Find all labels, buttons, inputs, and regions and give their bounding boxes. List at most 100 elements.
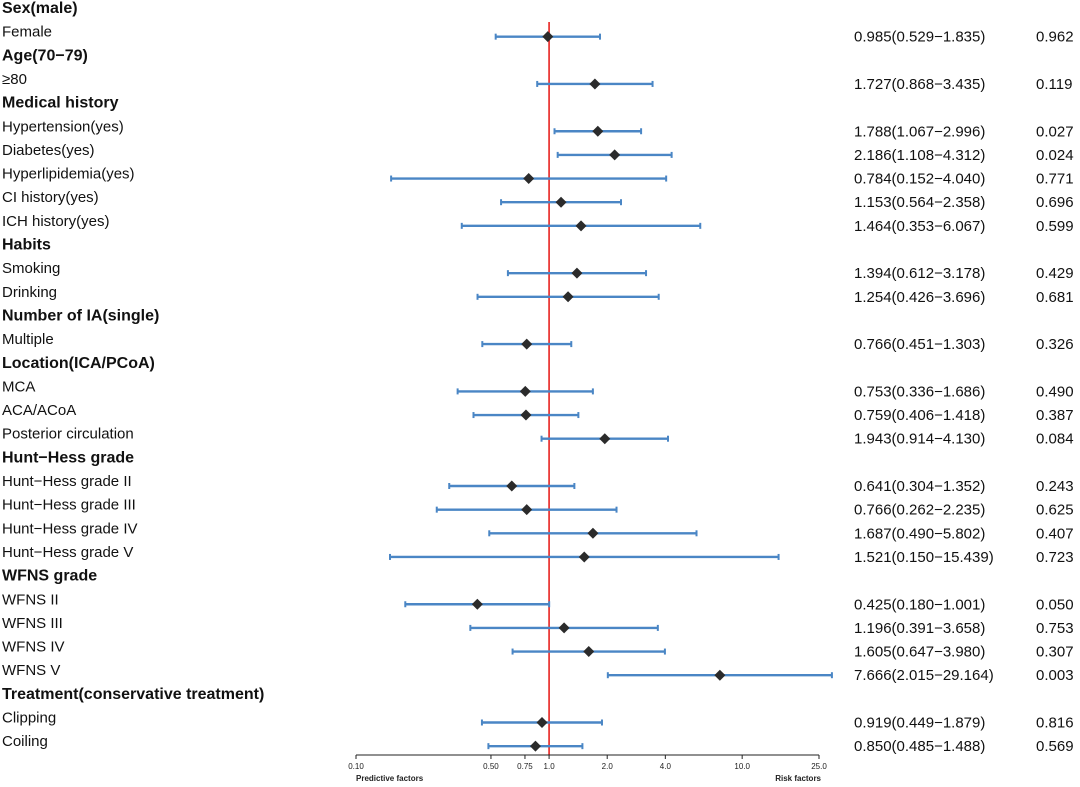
row-label: Coiling [2, 733, 48, 750]
x-tick-label: 25.0 [811, 762, 827, 771]
or-ci-text: 2.186(1.108−4.312) [854, 147, 985, 164]
p-value-text: 0.696 [1036, 194, 1074, 211]
p-value-text: 0.625 [1036, 502, 1074, 519]
point-estimate-diamond [558, 622, 570, 634]
or-ci-text: 1.521(0.150−15.439) [854, 549, 994, 566]
p-value-text: 0.024 [1036, 147, 1074, 164]
ci-mark [476, 291, 660, 303]
p-value-text: 0.429 [1036, 265, 1074, 282]
or-ci-text: 1.727(0.868−3.435) [854, 76, 985, 93]
point-estimate-diamond [542, 31, 554, 43]
point-estimate-diamond [471, 598, 483, 610]
ci-mark [556, 149, 673, 161]
ci-mark [469, 622, 659, 634]
p-value-text: 0.599 [1036, 218, 1074, 235]
row-label: Hyperlipidemia(yes) [2, 166, 135, 183]
p-value-text: 0.387 [1036, 407, 1074, 424]
ci-mark [488, 527, 698, 539]
point-estimate-diamond [571, 267, 583, 279]
p-value-text: 0.119 [1036, 76, 1072, 93]
point-estimate-diamond [587, 527, 599, 539]
p-value-text: 0.490 [1036, 383, 1074, 400]
or-ci-text: 1.788(1.067−2.996) [854, 123, 985, 140]
x-tick-label: 0.50 [483, 762, 499, 771]
group-header: Treatment(conservative treatment) [2, 686, 264, 703]
group-header: Sex(male) [2, 0, 78, 17]
row-label: Female [2, 24, 52, 41]
row-label: ≥80 [2, 71, 27, 88]
point-estimate-diamond [583, 646, 595, 658]
group-header: Age(70−79) [2, 47, 88, 64]
ci-mark [456, 385, 594, 397]
p-value-text: 0.307 [1036, 644, 1074, 661]
group-header: Location(ICA/PCoA) [2, 355, 155, 372]
marks-layer [389, 22, 833, 755]
point-estimate-diamond [506, 480, 518, 492]
rows-layer: Sex(male) Female 0.985(0.529−1.835) 0.962 Ag… [2, 0, 1074, 755]
group-header: WFNS grade [2, 568, 97, 585]
or-ci-text: 1.687(0.490−5.802) [854, 525, 985, 542]
ci-mark [500, 196, 623, 208]
p-value-text: 0.050 [1036, 596, 1074, 613]
or-ci-text: 1.943(0.914−4.130) [854, 431, 985, 448]
ci-mark [494, 31, 601, 43]
point-estimate-diamond [575, 220, 587, 232]
point-estimate-diamond [520, 409, 532, 421]
or-ci-text: 1.254(0.426−3.696) [854, 289, 985, 306]
x-tick-label: 2.0 [602, 762, 614, 771]
p-value-text: 0.753 [1036, 620, 1074, 637]
ci-mark [390, 173, 668, 185]
x-label-left: Predictive factors [356, 774, 424, 783]
row-label: Hunt−Hess grade V [2, 544, 133, 561]
point-estimate-diamond [523, 173, 535, 185]
point-estimate-diamond [609, 149, 621, 161]
point-estimate-diamond [536, 717, 548, 728]
ci-mark [404, 598, 551, 610]
point-estimate-diamond [589, 78, 601, 90]
point-estimate-diamond [555, 196, 567, 208]
point-estimate-diamond [599, 433, 611, 445]
ci-mark [540, 433, 670, 445]
ci-mark [536, 78, 654, 90]
ci-mark [389, 551, 780, 563]
point-estimate-diamond [578, 551, 590, 563]
or-ci-text: 1.605(0.647−3.980) [854, 644, 985, 661]
or-ci-text: 1.153(0.564−2.358) [854, 194, 985, 211]
group-header: Hunt−Hess grade [2, 449, 134, 466]
p-value-text: 0.027 [1036, 123, 1074, 140]
ci-mark [606, 669, 833, 681]
p-value-text: 0.723 [1036, 549, 1074, 566]
p-value-text: 0.243 [1036, 478, 1074, 495]
or-ci-text: 0.850(0.485−1.488) [854, 738, 985, 755]
or-ci-text: 1.196(0.391−3.658) [854, 620, 985, 637]
row-label: Drinking [2, 284, 57, 301]
or-ci-text: 0.641(0.304−1.352) [854, 478, 985, 495]
p-value-text: 0.681 [1036, 289, 1074, 306]
row-label: Hunt−Hess grade IV [2, 520, 138, 537]
x-tick-label: 10.0 [734, 762, 750, 771]
or-ci-text: 0.784(0.152−4.040) [854, 171, 985, 188]
point-estimate-diamond [521, 338, 533, 350]
ci-mark [511, 646, 666, 658]
row-label: ICH history(yes) [2, 213, 110, 230]
or-ci-text: 0.919(0.449−1.879) [854, 715, 985, 732]
p-value-text: 0.962 [1036, 29, 1074, 46]
or-ci-text: 0.985(0.529−1.835) [854, 29, 985, 46]
row-label: Hypertension(yes) [2, 118, 124, 135]
x-tick-label: 1.0 [544, 762, 556, 771]
point-estimate-diamond [529, 740, 541, 752]
group-header: Medical history [2, 95, 119, 112]
p-value-text: 0.326 [1036, 336, 1074, 353]
ci-mark [460, 220, 702, 232]
ci-mark [553, 125, 643, 137]
point-estimate-diamond [592, 125, 604, 137]
or-ci-text: 0.759(0.406−1.418) [854, 407, 985, 424]
or-ci-text: 0.766(0.451−1.303) [854, 336, 985, 353]
row-label: Hunt−Hess grade II [2, 473, 132, 490]
p-value-text: 0.407 [1036, 525, 1074, 542]
row-label: Posterior circulation [2, 426, 134, 443]
or-ci-text: 0.753(0.336−1.686) [854, 383, 985, 400]
point-estimate-diamond [562, 291, 574, 303]
ci-mark [481, 338, 573, 350]
